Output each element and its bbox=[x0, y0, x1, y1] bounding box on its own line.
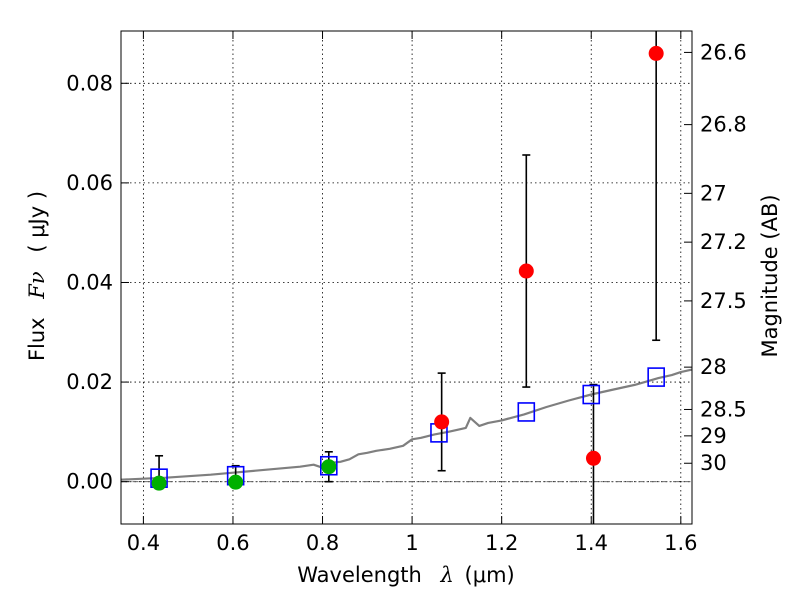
x-axis-label-units: (μm) bbox=[465, 563, 515, 587]
right-tick-label: 28.5 bbox=[700, 397, 747, 421]
model-square-marker bbox=[582, 384, 601, 405]
data-point bbox=[518, 263, 534, 279]
axis-ticks: 0.4 0.6 0.8 1 1.2 1.4 1.6 0.00 0.02 0.04 0.06 0.08 2… bbox=[66, 31, 747, 555]
data-point bbox=[648, 45, 664, 61]
right-tick-label: 29 bbox=[700, 424, 727, 448]
data-point bbox=[321, 459, 337, 475]
x-tick-label: 1.6 bbox=[664, 531, 697, 555]
x-axis-label-prefix: Wavelength bbox=[297, 563, 422, 587]
y-tick-label: 0.02 bbox=[66, 370, 113, 394]
right-axis-label: Magnitude (AB) bbox=[758, 194, 782, 357]
model-square-marker bbox=[517, 402, 536, 422]
y-axis-label-units: ( μJy ) bbox=[25, 191, 49, 253]
data-point bbox=[151, 475, 167, 491]
right-tick-label: 27.5 bbox=[700, 289, 747, 313]
y-axis-label: Flux Fν ( μJy ) bbox=[25, 191, 49, 361]
right-tick-label: 27.2 bbox=[700, 230, 747, 254]
x-tick-label: 1.2 bbox=[485, 531, 518, 555]
plot-background bbox=[121, 31, 692, 524]
data-markers bbox=[150, 45, 665, 491]
right-tick-label: 26.8 bbox=[700, 113, 747, 137]
x-axis-label-symbol: λ bbox=[440, 563, 454, 587]
x-axis-label: Wavelength λ (μm) bbox=[297, 563, 514, 587]
right-tick-label: 27 bbox=[700, 181, 727, 205]
y-tick-label: 0.06 bbox=[66, 171, 113, 195]
x-tick-label: 0.4 bbox=[127, 531, 160, 555]
data-point bbox=[434, 414, 450, 430]
x-tick-label: 0.8 bbox=[306, 531, 339, 555]
plot-frame bbox=[120, 30, 693, 525]
x-tick-label: 1 bbox=[405, 531, 418, 555]
data-point bbox=[228, 474, 244, 490]
model-square-marker bbox=[647, 367, 665, 387]
right-tick-label: 28 bbox=[700, 355, 727, 379]
right-tick-label: 30 bbox=[700, 451, 727, 475]
y-tick-label: 0.04 bbox=[66, 270, 113, 294]
x-tick-label: 0.6 bbox=[216, 531, 249, 555]
model-square-marker bbox=[319, 455, 338, 476]
y-axis-label-symbol: Fν bbox=[25, 271, 49, 300]
y-tick-label: 0.00 bbox=[66, 470, 113, 494]
data-point bbox=[585, 450, 601, 466]
grid-lines bbox=[121, 31, 692, 524]
y-tick-label: 0.08 bbox=[66, 71, 113, 95]
x-tick-label: 1.4 bbox=[575, 531, 608, 555]
right-tick-label: 26.6 bbox=[700, 40, 747, 64]
y-axis-label-prefix: Flux bbox=[25, 317, 49, 361]
